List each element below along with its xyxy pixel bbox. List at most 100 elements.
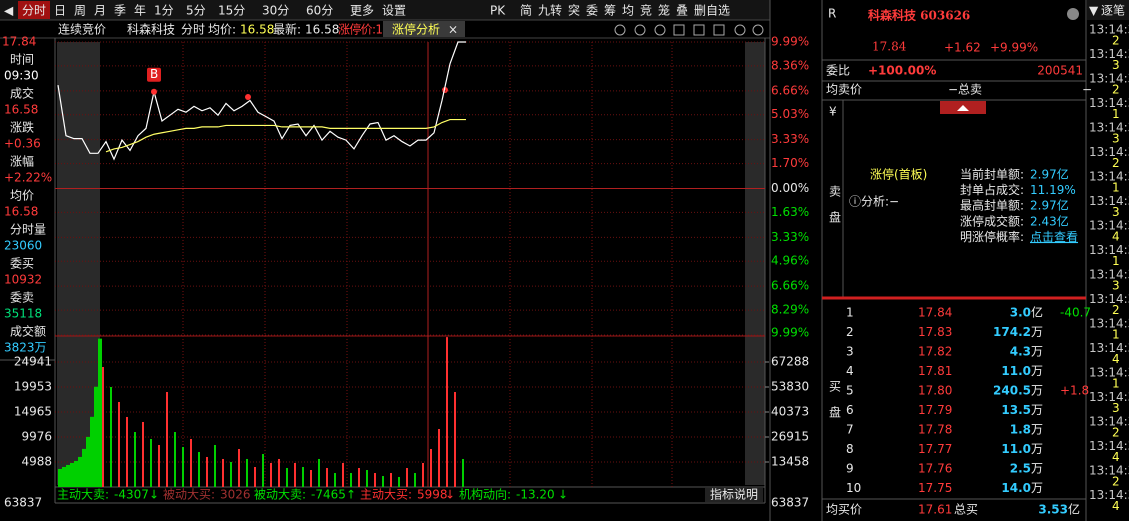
tick-time: 13:14:3: [1089, 317, 1129, 331]
toolbar-button[interactable]: 60分: [306, 4, 333, 18]
y2-tick-label: 40373: [771, 405, 809, 419]
help-button[interactable]: [705, 488, 763, 502]
toolbar-button[interactable]: 叠: [676, 4, 688, 18]
volume-bar: [262, 454, 264, 487]
stock-name: 科森科技: [127, 22, 175, 37]
ask-total-right: −: [1082, 83, 1092, 97]
y2-tick-label: 67288: [771, 355, 809, 369]
toolbar-button[interactable]: 委: [586, 4, 598, 18]
toolbar-button[interactable]: 日: [54, 4, 66, 18]
volume-bar: [414, 473, 416, 487]
tab[interactable]: [383, 21, 465, 37]
toolbar-button[interactable]: 删自选: [694, 4, 730, 18]
auction-bar: [62, 466, 66, 487]
tick-volume: 1: [1112, 254, 1120, 268]
toolbar-button[interactable]: 筹: [604, 4, 616, 18]
tick-volume: 1: [1112, 377, 1120, 391]
seal-label: 当前封单额:: [960, 167, 1024, 182]
volume-bar: [318, 458, 320, 487]
level: 3: [846, 345, 854, 359]
back-icon: ◀: [4, 4, 14, 18]
toolbar-button[interactable]: 突: [568, 3, 580, 18]
bid-price: 17.83: [918, 325, 952, 339]
seal-value[interactable]: 点击查看: [1030, 230, 1078, 244]
toolbar-button[interactable]: 笼: [658, 3, 670, 18]
tick-time: 13:14:3: [1089, 390, 1129, 404]
info-value: 23060: [4, 239, 42, 253]
volume-bar: [166, 392, 168, 487]
toolbar-button[interactable]: 设置: [382, 4, 406, 18]
bid-price: 17.80: [918, 384, 952, 398]
y-tick-label: 3.33%: [771, 132, 809, 146]
level: 2: [846, 325, 854, 339]
info-label: 委卖: [10, 291, 34, 305]
toolbar-button[interactable]: 15分: [218, 4, 245, 18]
info-value: 10932: [4, 273, 42, 287]
icon[interactable]: [734, 24, 746, 36]
toolbar-button[interactable]: 周: [74, 4, 86, 18]
volume-bar: [462, 458, 464, 487]
gear-icon[interactable]: [1067, 8, 1079, 20]
yen: ¥: [829, 105, 837, 119]
icon[interactable]: [654, 24, 666, 36]
volume-bar: [142, 421, 144, 487]
icon[interactable]: [634, 24, 646, 36]
sell-side: 卖盘: [828, 185, 842, 237]
ticks-title[interactable]: 逐笔: [1101, 3, 1125, 18]
tab-active[interactable]: [18, 1, 50, 19]
tick-volume: 2: [1112, 475, 1120, 489]
volume-bar: [350, 473, 352, 487]
current-volume: 63837: [4, 496, 42, 510]
auction-bar: [94, 386, 98, 487]
bid-amount: 14.0: [1001, 481, 1031, 495]
y-tick-label: 0.00%: [771, 181, 809, 195]
toolbar-button[interactable]: 简: [520, 4, 532, 18]
marker-badge: [147, 67, 161, 82]
help-label[interactable]: 指标说明: [710, 487, 758, 502]
toolbar-button[interactable]: 5分: [186, 4, 206, 18]
seal-value: 11.19%: [1030, 183, 1076, 197]
auction-bar: [98, 338, 102, 487]
y-tick-label: 14965: [14, 404, 52, 418]
toolbar-button[interactable]: 30分: [262, 4, 289, 18]
tick-time: 13:14:3: [1089, 194, 1129, 208]
seal-label: 涨停成交额:: [960, 213, 1024, 228]
bid-amount: 174.2: [993, 325, 1031, 339]
flow-value: -13.20: [516, 488, 555, 502]
toolbar-button[interactable]: 分时: [22, 4, 46, 18]
level: 8: [846, 442, 854, 456]
buy-side: 买盘: [828, 380, 842, 432]
toolbar-button[interactable]: 季: [114, 4, 126, 18]
toolbar-button[interactable]: 年: [134, 4, 146, 18]
last-value: 16.58: [305, 23, 339, 37]
toolbar-button[interactable]: 1分: [154, 4, 174, 18]
toolbar-button[interactable]: 更多: [350, 4, 374, 18]
tab-title[interactable]: 涨停分析: [392, 22, 440, 37]
icon[interactable]: [614, 24, 626, 36]
icon[interactable]: [752, 24, 764, 36]
bid-amount: 11.0: [1001, 442, 1031, 456]
tab-close[interactable]: ×: [448, 23, 458, 37]
tick-volume: 3: [1112, 205, 1120, 219]
tick-time: 13:14:3: [1089, 366, 1129, 380]
marker-dot: [151, 88, 157, 95]
icon[interactable]: [673, 24, 685, 36]
tick-time: 13:14:3: [1089, 219, 1129, 233]
toolbar-button[interactable]: 竞: [640, 4, 652, 18]
bid-price: 17.81: [918, 364, 952, 378]
flow-label: 被动大买:: [163, 488, 215, 502]
toolbar-button[interactable]: 九转: [538, 3, 562, 18]
icon[interactable]: [713, 24, 725, 36]
flow-label: 被动大卖:: [254, 488, 306, 502]
volume-bar: [174, 432, 176, 487]
current-volume: 63837: [771, 496, 809, 510]
price-line: [105, 118, 466, 153]
bid-change: -40.7: [1060, 306, 1091, 320]
toolbar-button[interactable]: 均: [622, 4, 634, 18]
icon[interactable]: [693, 24, 705, 36]
toolbar-button[interactable]: PK: [490, 4, 506, 18]
toolbar-button[interactable]: 月: [94, 4, 106, 18]
tick-volume: 3: [1112, 58, 1120, 72]
stock-title: 科森科技 603626: [868, 8, 970, 23]
volume-bar: [126, 416, 128, 487]
